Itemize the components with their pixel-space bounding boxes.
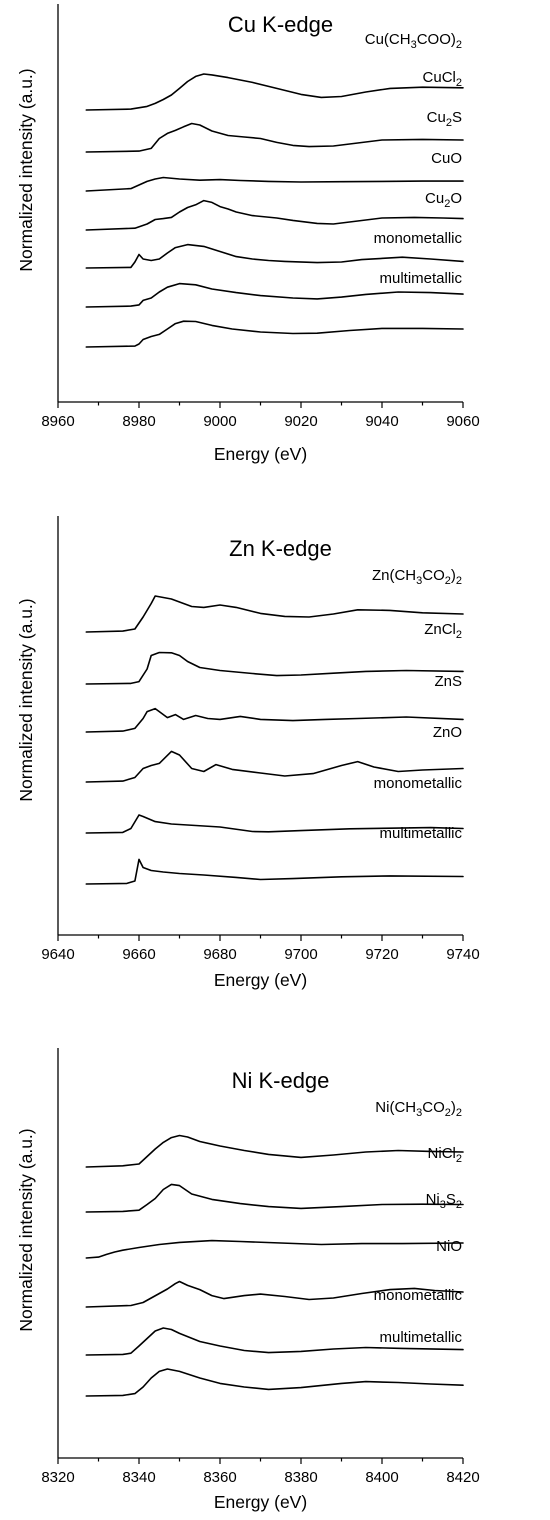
- series-line-ZnCl2: [85, 651, 464, 685]
- series-label: Cu(CH3COO)2: [365, 31, 462, 51]
- x-tick-label: 9640: [41, 946, 74, 963]
- series-line-multimetallic: [85, 858, 464, 885]
- x-tick-label: 9040: [365, 413, 398, 430]
- series-line-Ni(CH3CO2)2: [85, 1134, 464, 1168]
- chart-panel-0: 8960 8980 9000 9020 9040 9060 Energy (eV) Norma…: [16, 4, 480, 464]
- series-label: monometallic: [374, 1287, 463, 1304]
- x-axis-label: Energy (eV): [214, 1492, 307, 1512]
- series-label: monometallic: [374, 775, 463, 792]
- x-tick-label: 9700: [284, 946, 317, 963]
- chart-panel-1: 9640 9660 9680 9700 9720 9740 Energy (eV) Norma…: [16, 516, 480, 990]
- series-line-monometallic: [85, 814, 464, 834]
- y-axis-label: Normalized intensity (a.u.): [16, 68, 36, 271]
- series-label: ZnO: [433, 724, 462, 741]
- chart-title: Ni K-edge: [232, 1068, 330, 1093]
- x-axis-label: Energy (eV): [214, 444, 307, 464]
- series-line-Cu(CH3COO)2: [85, 73, 464, 111]
- series-label: Cu2S: [427, 109, 462, 129]
- series-line-ZnS: [85, 707, 464, 733]
- x-tick-label: 9000: [203, 413, 236, 430]
- series-line-ZnO: [85, 750, 464, 783]
- series-line-Cu2S: [85, 176, 464, 192]
- series-line-Ni3S2: [85, 1239, 464, 1259]
- series-label: Ni3S2: [426, 1191, 462, 1211]
- series-label: multimetallic: [379, 1329, 462, 1346]
- series-label: NiCl2: [428, 1145, 462, 1165]
- series-label: ZnS: [434, 673, 462, 690]
- series-line-NiCl2: [85, 1183, 464, 1213]
- series-label: Zn(CH3CO2)2: [372, 567, 462, 587]
- series-line-CuO: [85, 199, 464, 231]
- series-label: NiO: [436, 1238, 462, 1255]
- x-tick-label: 9680: [203, 946, 236, 963]
- x-tick-label: 9720: [365, 946, 398, 963]
- x-tick-label: 9740: [446, 946, 479, 963]
- chart-panel-2: 8320 8340 8360 8380 8400 8420 Energy (eV) Norma…: [16, 1048, 480, 1512]
- series-line-Cu2O: [85, 243, 464, 269]
- x-tick-label: 8960: [41, 413, 74, 430]
- x-tick-label: 8360: [203, 1469, 236, 1486]
- chart-title: Zn K-edge: [229, 536, 332, 561]
- y-axis-label: Normalized intensity (a.u.): [16, 598, 36, 801]
- series-label: CuO: [431, 150, 462, 167]
- chart-title: Cu K-edge: [228, 12, 333, 37]
- series-line-monometallic: [85, 282, 464, 308]
- series-line-multimetallic: [85, 320, 464, 348]
- series-label: Cu2O: [425, 190, 462, 210]
- series-label: Ni(CH3CO2)2: [375, 1099, 462, 1119]
- x-tick-label: 9020: [284, 413, 317, 430]
- x-tick-label: 8400: [365, 1469, 398, 1486]
- x-axis-label: Energy (eV): [214, 970, 307, 990]
- series-line-CuCl2: [85, 122, 464, 153]
- series-label: monometallic: [374, 230, 463, 247]
- y-axis-label: Normalized intensity (a.u.): [16, 1128, 36, 1331]
- series-line-NiO: [85, 1280, 464, 1308]
- series-label: ZnCl2: [424, 621, 462, 641]
- x-tick-label: 8380: [284, 1469, 317, 1486]
- series-line-multimetallic: [85, 1368, 464, 1397]
- series-label: CuCl2: [423, 69, 462, 89]
- x-tick-label: 8420: [446, 1469, 479, 1486]
- series-line-Zn(CH3CO2)2: [85, 595, 464, 633]
- series-label: multimetallic: [379, 825, 462, 842]
- x-tick-label: 8320: [41, 1469, 74, 1486]
- series-line-monometallic: [85, 1327, 464, 1356]
- series-label: multimetallic: [379, 270, 462, 287]
- x-tick-label: 8980: [122, 413, 155, 430]
- x-tick-label: 8340: [122, 1469, 155, 1486]
- x-tick-label: 9660: [122, 946, 155, 963]
- x-tick-label: 9060: [446, 413, 479, 430]
